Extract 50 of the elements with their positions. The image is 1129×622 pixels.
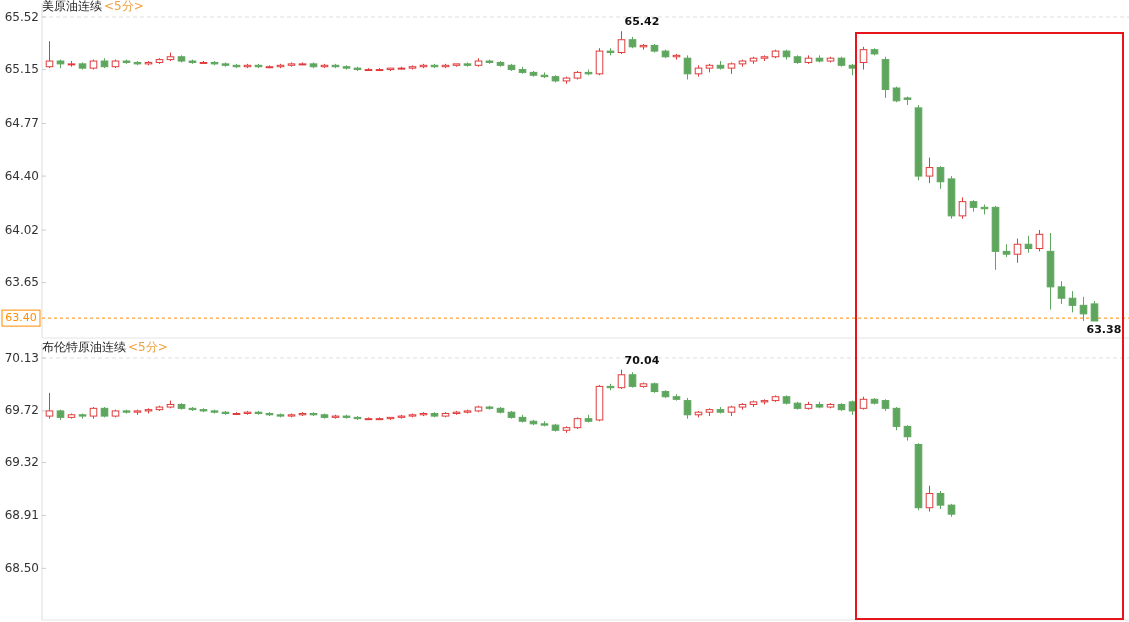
candlestick [408, 66, 417, 69]
y-tick-label: 65.15 [4, 62, 39, 77]
candlestick [221, 63, 230, 66]
candlestick [1046, 232, 1055, 311]
chart-title: 布伦特原油连续 [42, 339, 126, 354]
candlestick [958, 196, 967, 220]
ref-line-label: 63.40 [5, 311, 37, 325]
candlestick [969, 201, 978, 213]
candlestick [793, 56, 802, 63]
candlestick [342, 66, 351, 69]
candlestick [716, 60, 725, 69]
candlestick [936, 167, 945, 190]
candlestick [573, 418, 582, 429]
candlestick [529, 71, 538, 76]
annotation: 65.42 [624, 15, 660, 29]
candlestick [78, 63, 87, 69]
annotation: 70.04 [624, 353, 660, 367]
y-tick-label: 68.50 [4, 560, 39, 575]
candlestick [177, 403, 186, 409]
candlestick [287, 63, 296, 66]
candlestick [991, 206, 1000, 271]
y-tick-label: 70.13 [4, 350, 39, 365]
y-tick-label: 65.52 [4, 9, 39, 24]
candlestick [67, 414, 76, 418]
y-tick-label: 68.91 [4, 507, 39, 522]
candlestick [650, 44, 659, 52]
y-tick-label: 69.32 [4, 455, 39, 470]
candlestick [903, 425, 912, 442]
y-tick-label: 63.65 [4, 275, 39, 290]
candlestick [309, 63, 318, 68]
candlestick [155, 59, 164, 63]
candlestick [837, 57, 846, 66]
candlestick [507, 64, 516, 71]
y-tick-label: 64.40 [4, 168, 39, 183]
annotation: 63.38 [1086, 322, 1122, 336]
chart-title: 美原油连续 [42, 0, 102, 13]
candlestick [507, 411, 516, 418]
y-tick-label: 64.77 [4, 116, 39, 131]
chart-subtitle: <5分> [104, 0, 144, 13]
candlestick [320, 414, 329, 418]
candlestick [804, 54, 813, 63]
candlestick [793, 402, 802, 409]
candlestick [837, 403, 846, 411]
candlestick [463, 63, 472, 66]
y-tick-label: 64.02 [4, 222, 39, 237]
candlestick [496, 61, 505, 66]
candlestick [771, 396, 780, 402]
y-tick-label: 69.72 [4, 403, 39, 418]
chart-subtitle: <5分> [128, 339, 168, 354]
candlestick [661, 391, 670, 398]
